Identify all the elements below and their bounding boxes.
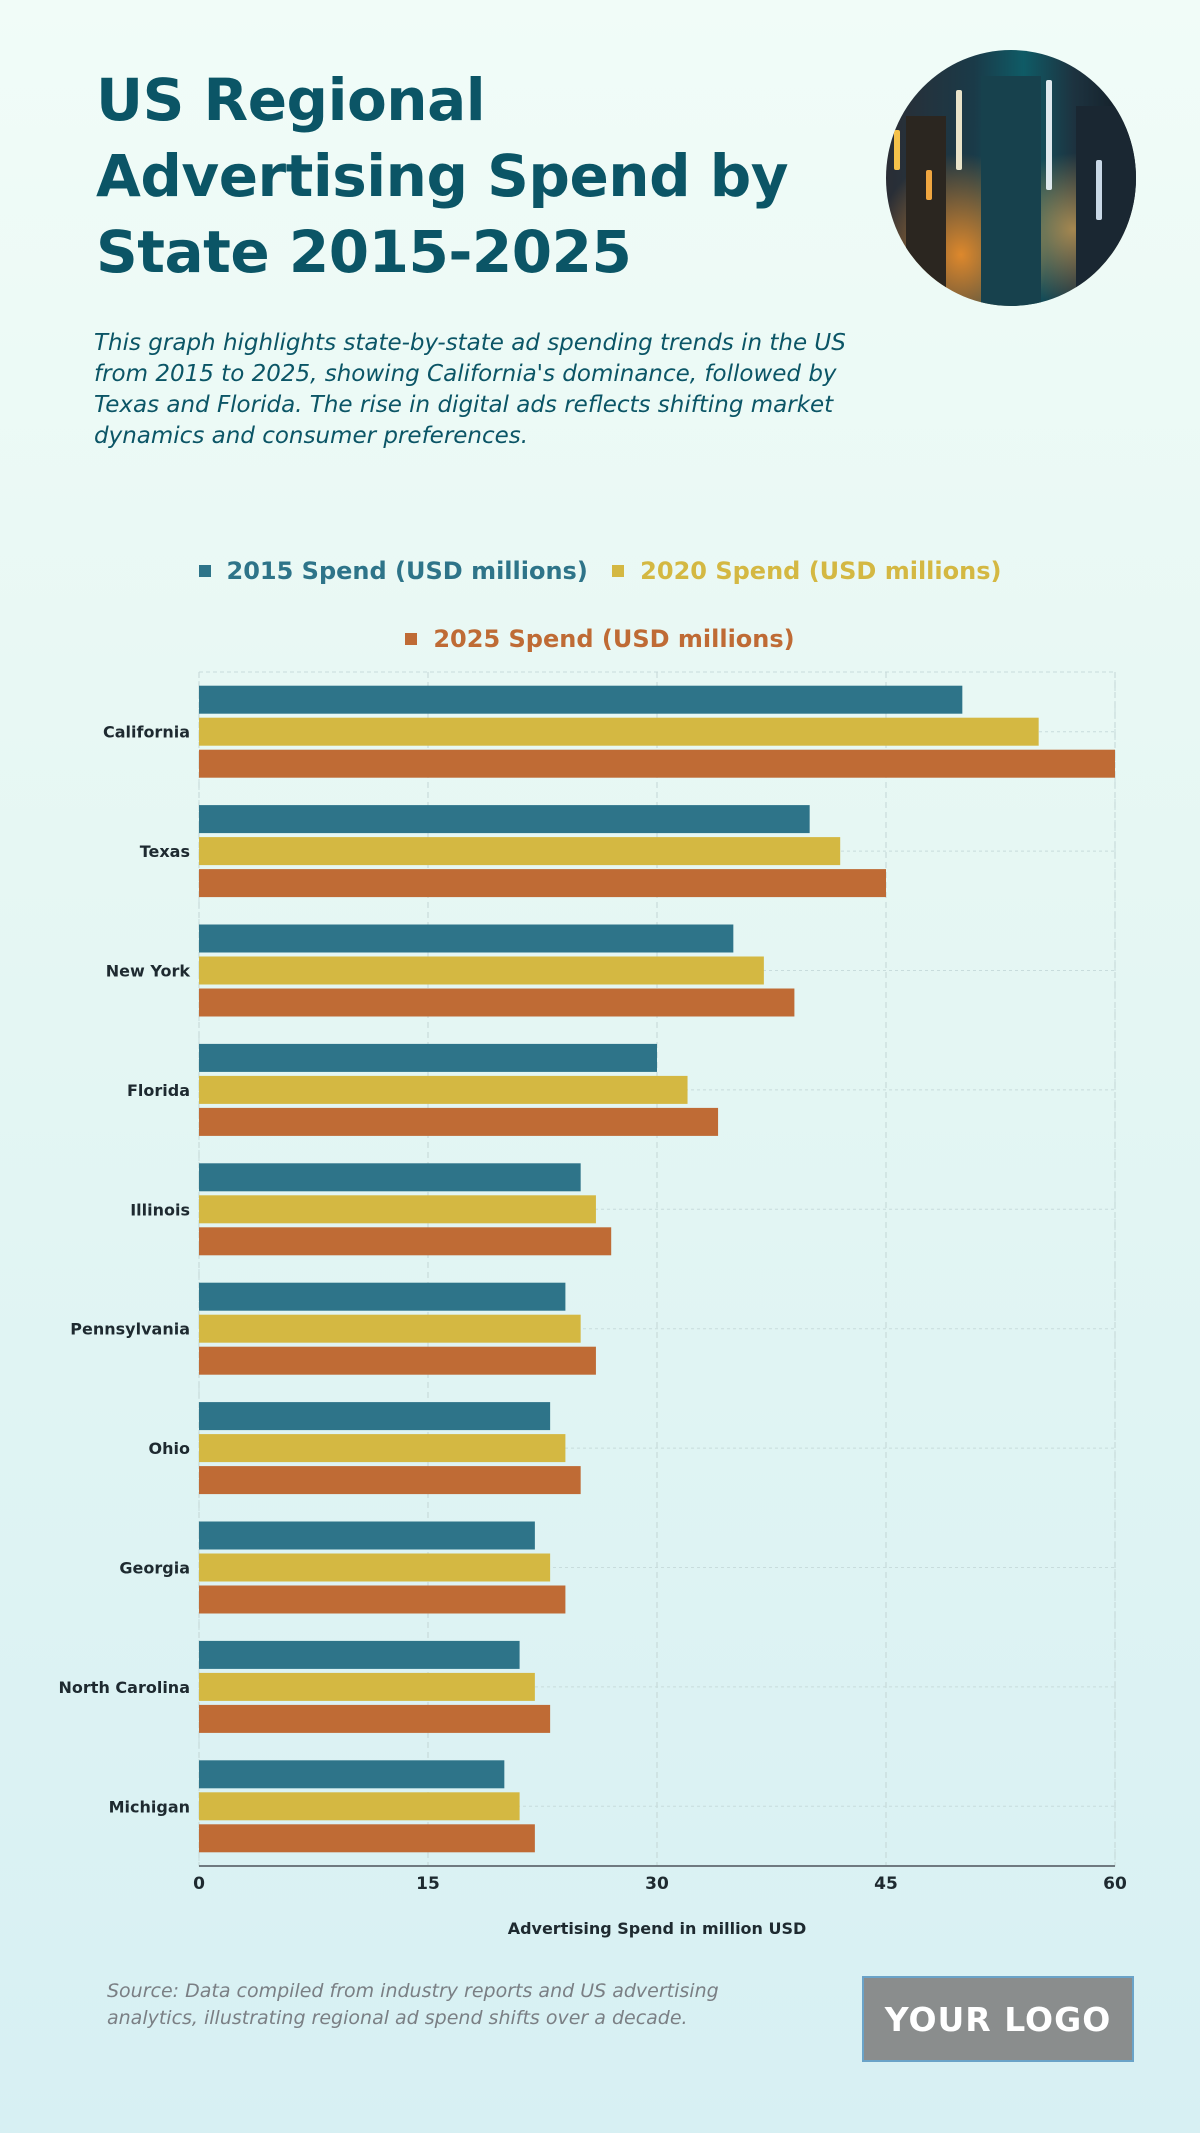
- bar: [199, 988, 795, 1017]
- page-title: US Regional Advertising Spend by State 2…: [96, 66, 789, 286]
- bar: [199, 1672, 535, 1701]
- bar: [199, 924, 734, 953]
- bar: [199, 837, 841, 866]
- source-note: Source: Data compiled from industry repo…: [107, 1980, 719, 2029]
- category-label: Illinois: [130, 1200, 190, 1219]
- x-tick-label: 60: [1103, 1874, 1127, 1894]
- bar: [199, 1314, 581, 1343]
- logo-placeholder: YOUR LOGO: [862, 1976, 1134, 2062]
- legend-label-2015: 2015 Spend (USD millions): [226, 557, 588, 585]
- page-subtitle: This graph highlights state-by-state ad …: [94, 330, 846, 449]
- legend-item-2020[interactable]: 2020 Spend (USD millions): [612, 557, 1001, 585]
- bar: [199, 1792, 520, 1821]
- legend-item-2025[interactable]: 2025 Spend (USD millions): [405, 625, 795, 653]
- bar: [199, 1704, 551, 1733]
- bar: [199, 1346, 596, 1375]
- legend-item-2015[interactable]: 2015 Spend (USD millions): [198, 557, 588, 585]
- bar: [199, 869, 886, 898]
- bar: [199, 685, 963, 714]
- bar: [199, 1107, 719, 1136]
- bar: [199, 956, 764, 985]
- bar: [199, 1824, 535, 1853]
- legend-swatch-2020: [612, 565, 625, 577]
- bar: [199, 805, 810, 834]
- bar: [199, 1521, 535, 1550]
- bar: [199, 1466, 581, 1495]
- bar-chart: California Texas New York Florida Illinois Pe…: [59, 671, 1127, 1938]
- bar: [199, 1227, 612, 1256]
- legend-swatch-2015: [198, 565, 211, 577]
- category-label: California: [103, 723, 190, 742]
- bar: [199, 1640, 520, 1669]
- bar: [199, 1282, 566, 1311]
- category-label: Georgia: [119, 1559, 190, 1578]
- bar: [199, 1043, 657, 1072]
- legend: 2015 Spend (USD millions) 2020 Spend (US…: [0, 555, 1200, 585]
- bar: [199, 1075, 688, 1104]
- category-label: Ohio: [149, 1439, 190, 1458]
- bar: [199, 1195, 596, 1224]
- legend-label-2025: 2025 Spend (USD millions): [433, 625, 795, 653]
- header-photo: [886, 50, 1136, 306]
- bar: [199, 749, 1115, 778]
- x-tick-label: 45: [874, 1874, 898, 1894]
- category-label: New York: [106, 962, 191, 981]
- bar: [199, 1434, 566, 1463]
- bar: [199, 1553, 551, 1582]
- bar: [199, 717, 1039, 746]
- category-label: Texas: [140, 842, 190, 861]
- bar: [199, 1402, 551, 1431]
- x-tick-label: 0: [193, 1874, 205, 1894]
- legend-row-2: 2025 Spend (USD millions): [0, 623, 1200, 653]
- category-label: Michigan: [109, 1797, 190, 1816]
- x-tick-label: 30: [645, 1874, 669, 1894]
- legend-swatch-2025: [405, 633, 418, 645]
- category-label: Pennsylvania: [70, 1320, 190, 1339]
- category-label: Florida: [127, 1081, 190, 1100]
- x-tick-label: 15: [416, 1874, 440, 1894]
- bar: [199, 1760, 505, 1789]
- bar: [199, 1163, 581, 1192]
- legend-label-2020: 2020 Spend (USD millions): [640, 557, 1002, 585]
- category-label: North Carolina: [59, 1678, 190, 1697]
- x-axis-title: Advertising Spend in million USD: [508, 1919, 807, 1938]
- bar: [199, 1585, 566, 1614]
